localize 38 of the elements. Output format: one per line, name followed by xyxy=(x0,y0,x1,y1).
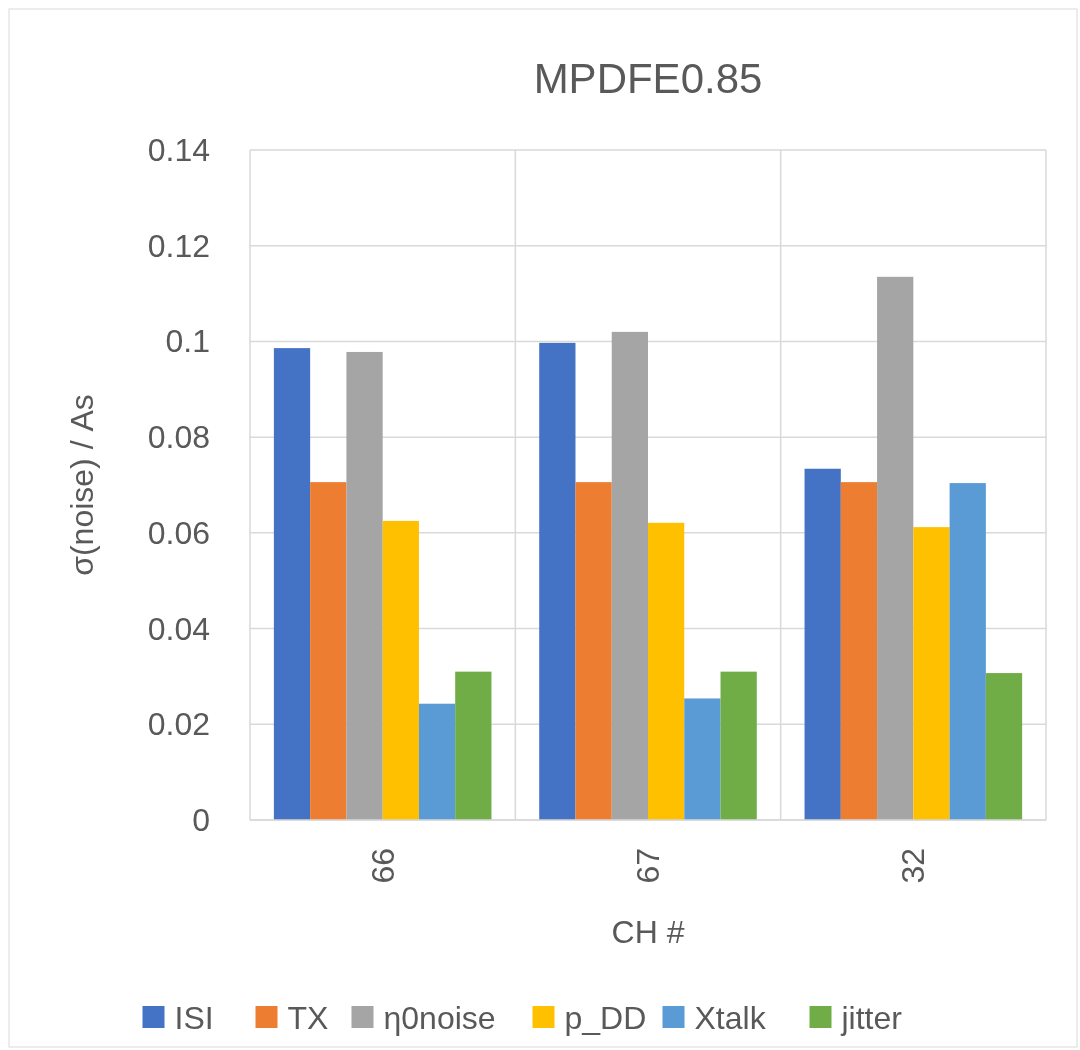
y-tick-label: 0.1 xyxy=(165,323,210,360)
y-axis-title: σ(noise) / As xyxy=(64,394,100,576)
bar xyxy=(346,351,383,820)
bar xyxy=(684,698,721,820)
bar xyxy=(913,527,950,820)
legend-label: jitter xyxy=(840,1000,903,1036)
bar xyxy=(648,522,685,820)
legend-label: η0noise xyxy=(383,1000,496,1036)
x-tick-label: 66 xyxy=(364,848,401,884)
x-axis-title: CH # xyxy=(611,914,685,950)
bar xyxy=(840,482,878,820)
y-tick-label: 0.02 xyxy=(147,706,210,743)
y-tick-label: 0.12 xyxy=(147,227,210,264)
y-tick-label: 0.06 xyxy=(147,514,210,551)
legend-label: TX xyxy=(287,1000,329,1036)
y-tick-label: 0.08 xyxy=(147,419,210,456)
bar xyxy=(611,331,648,820)
bar xyxy=(575,482,612,820)
y-tick-label: 0.14 xyxy=(147,132,210,168)
bar xyxy=(539,342,576,820)
bar xyxy=(877,276,914,820)
bar xyxy=(382,520,419,820)
bar xyxy=(310,482,347,820)
x-tick-label: 67 xyxy=(630,848,666,884)
y-tick-label: 0 xyxy=(192,802,210,838)
bar xyxy=(720,671,757,820)
bar xyxy=(273,348,311,820)
bar xyxy=(455,671,492,820)
chart-title: MPDFE0.85 xyxy=(533,55,763,102)
bar xyxy=(418,703,456,820)
legend-label: Xtalk xyxy=(694,1000,767,1036)
legend-label: ISI xyxy=(174,1000,214,1036)
bar xyxy=(985,673,1023,820)
y-tick-label: 0.04 xyxy=(147,610,210,647)
legend-label: p_DD xyxy=(564,1000,647,1036)
bar xyxy=(949,483,986,820)
bar xyxy=(804,468,841,820)
x-tick-label: 32 xyxy=(895,848,932,884)
